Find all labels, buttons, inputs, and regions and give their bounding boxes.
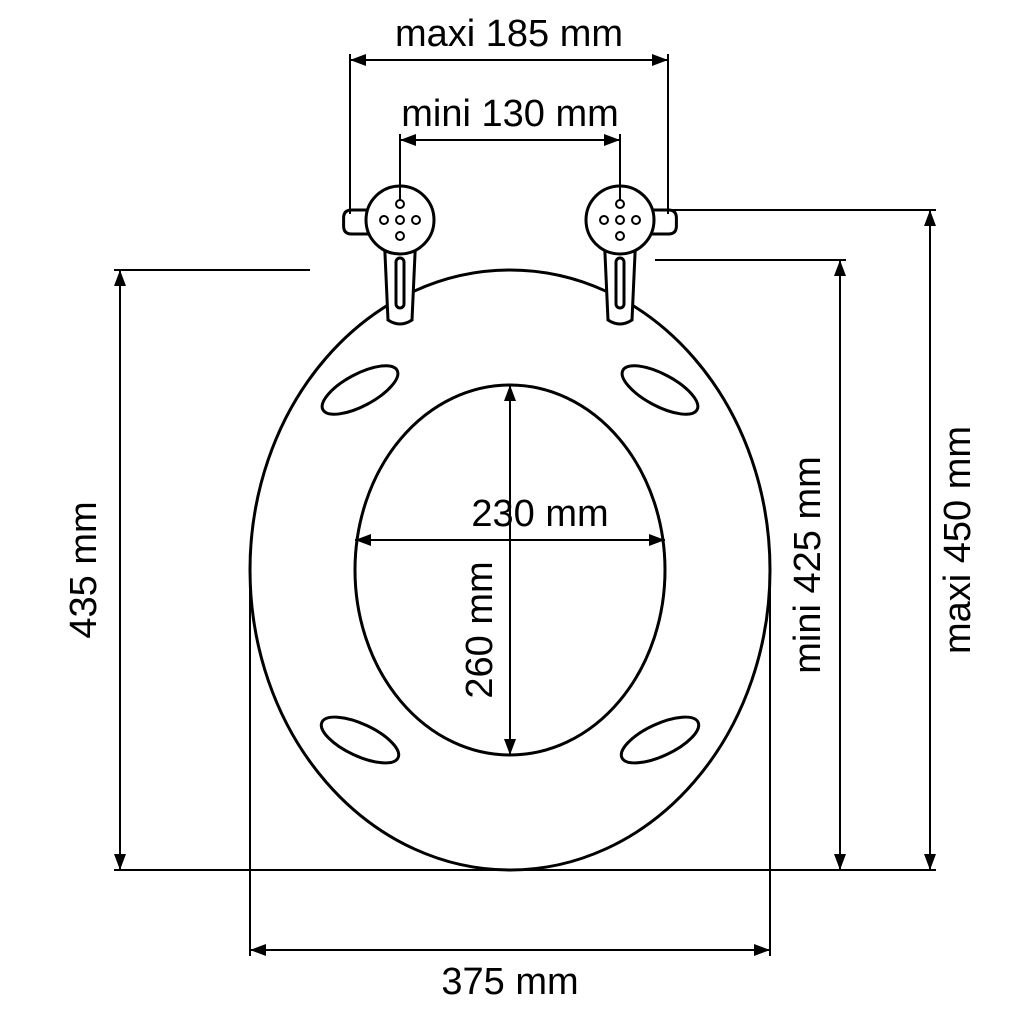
svg-text:maxi 185 mm: maxi 185 mm bbox=[395, 13, 623, 55]
svg-text:260 mm: 260 mm bbox=[459, 561, 501, 698]
dimension-drawing: maxi 185 mm mini 130 mm 230 mm 260 mm 375 mm… bbox=[0, 0, 1024, 1024]
svg-text:mini 425 mm: mini 425 mm bbox=[787, 456, 829, 674]
svg-text:375 mm: 375 mm bbox=[441, 961, 578, 1003]
svg-text:230 mm: 230 mm bbox=[471, 493, 608, 535]
svg-text:mini 130 mm: mini 130 mm bbox=[401, 93, 619, 135]
svg-text:435 mm: 435 mm bbox=[63, 501, 105, 638]
svg-text:maxi 450 mm: maxi 450 mm bbox=[937, 426, 979, 654]
